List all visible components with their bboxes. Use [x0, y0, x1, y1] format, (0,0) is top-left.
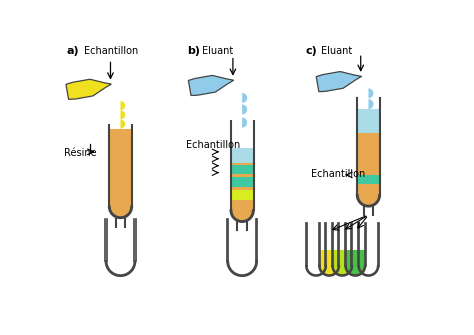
Bar [231, 148, 253, 163]
Text: Echantillon: Echantillon [83, 46, 138, 56]
Polygon shape [66, 79, 111, 99]
Text: Eluant: Eluant [202, 46, 233, 56]
Bar [358, 98, 379, 133]
Polygon shape [333, 266, 352, 275]
Text: Echantillon: Echantillon [310, 169, 365, 179]
Text: b): b) [187, 46, 200, 56]
Bar [231, 177, 253, 187]
Bar [231, 165, 253, 174]
Bar [346, 250, 365, 266]
Bar [358, 110, 379, 133]
Text: Résine: Résine [64, 148, 97, 158]
Polygon shape [242, 87, 247, 103]
Polygon shape [109, 206, 131, 217]
Text: c): c) [305, 46, 317, 56]
Bar [109, 125, 131, 129]
Polygon shape [242, 99, 247, 115]
Polygon shape [120, 106, 125, 120]
Polygon shape [316, 72, 362, 92]
Bar [231, 121, 253, 163]
Bar [358, 133, 379, 202]
Polygon shape [231, 210, 253, 221]
Bar [231, 163, 253, 217]
Bar [333, 250, 352, 266]
Polygon shape [320, 266, 338, 275]
Polygon shape [242, 112, 247, 128]
Text: Eluant: Eluant [321, 46, 352, 56]
Polygon shape [188, 75, 234, 95]
Polygon shape [120, 96, 125, 110]
Bar [358, 175, 379, 184]
Polygon shape [346, 266, 365, 275]
Polygon shape [368, 83, 374, 98]
Text: a): a) [66, 46, 79, 56]
Polygon shape [368, 94, 374, 109]
Bar [320, 250, 338, 266]
Polygon shape [358, 195, 379, 206]
Text: Echantillon: Echantillon [186, 140, 240, 150]
Bar [231, 190, 253, 200]
Bar [109, 129, 131, 213]
Polygon shape [120, 115, 125, 129]
